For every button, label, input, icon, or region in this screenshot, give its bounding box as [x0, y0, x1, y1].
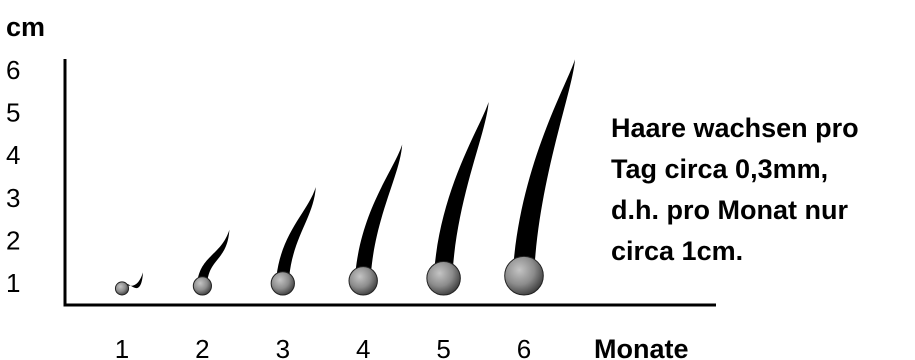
hair-shaft	[513, 59, 575, 266]
hair-root	[426, 261, 461, 296]
note-line-2: Tag circa 0,3mm,	[611, 154, 829, 184]
y-axis-label: cm	[6, 12, 45, 42]
y-tick-label: 3	[6, 183, 20, 213]
hair-strand	[504, 59, 575, 296]
x-tick-label: 2	[195, 334, 209, 360]
x-tick-label: 4	[356, 334, 370, 360]
x-tick-label: 3	[276, 334, 290, 360]
hair-strand	[348, 144, 403, 296]
hair-strand	[426, 101, 489, 296]
hair-shaft	[355, 144, 403, 273]
y-tick-label: 1	[6, 268, 20, 298]
hair-shaft	[197, 229, 230, 281]
note-line-3: d.h. pro Monat nur	[611, 195, 848, 225]
hair-strand	[270, 187, 316, 296]
y-tick-label: 2	[6, 225, 20, 255]
hair-root	[504, 255, 544, 296]
growth-note: Haare wachsen pro Tag circa 0,3mm, d.h. …	[611, 108, 911, 272]
hair-root	[114, 281, 130, 296]
hair-marks	[114, 59, 575, 296]
hair-shaft	[276, 187, 316, 277]
x-tick-label: 5	[436, 334, 450, 360]
hair-root	[192, 276, 212, 296]
note-line-1: Haare wachsen pro	[611, 113, 859, 143]
hair-shaft	[434, 101, 489, 270]
x-axis-label: Monate	[594, 334, 689, 360]
hair-root	[270, 271, 295, 296]
hair-shaft	[118, 272, 143, 289]
note-line-4: circa 1cm.	[611, 236, 744, 266]
y-tick-label: 6	[6, 55, 20, 85]
hair-root	[348, 266, 378, 296]
y-tick-label: 5	[6, 98, 20, 128]
hair-strand	[114, 272, 143, 296]
x-tick-label: 6	[517, 334, 531, 360]
hair-strand	[192, 229, 230, 296]
x-tick-labels: 1 2 3 4 5 6	[115, 334, 531, 360]
x-tick-label: 1	[115, 334, 129, 360]
y-tick-label: 4	[6, 140, 20, 170]
y-tick-labels: 1 2 3 4 5 6	[6, 55, 20, 298]
